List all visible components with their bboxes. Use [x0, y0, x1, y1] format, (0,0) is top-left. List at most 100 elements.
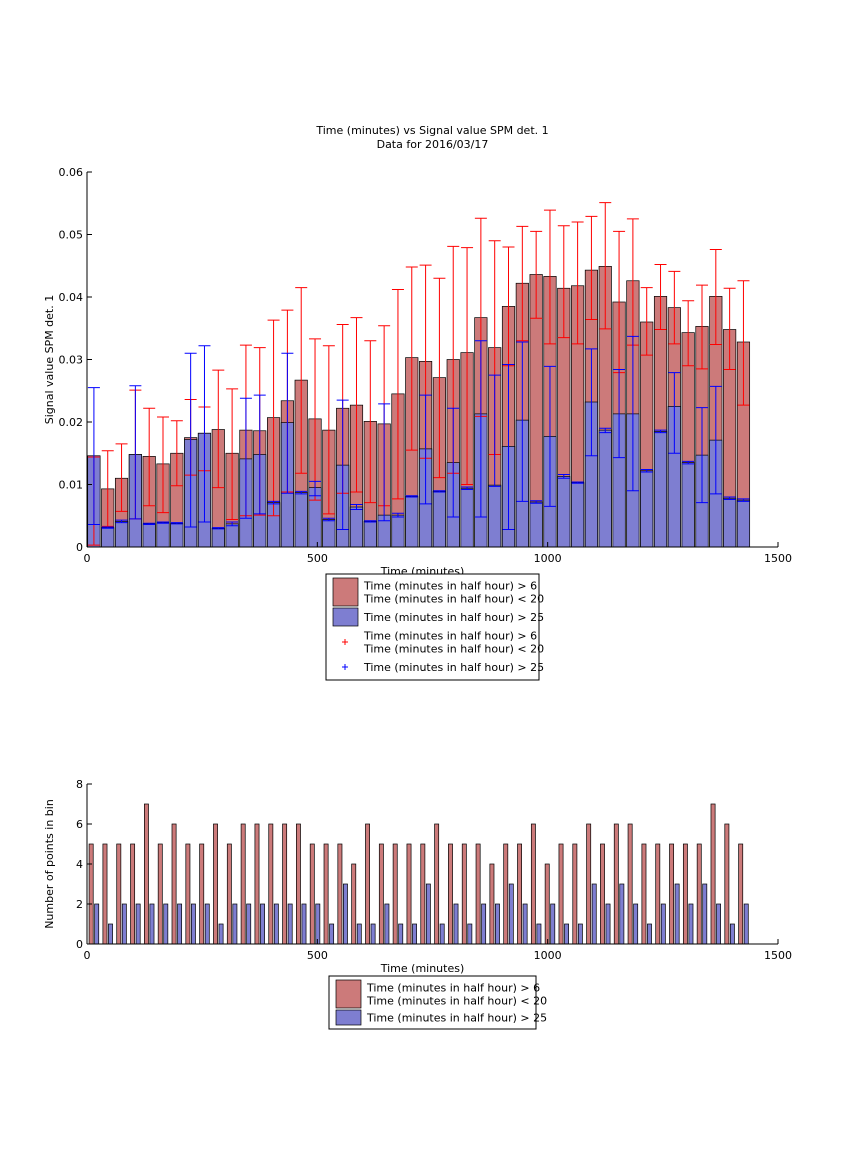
chart-2-bar-s2-31	[522, 903, 528, 945]
chart-1-errorbar-s2-32	[530, 500, 543, 504]
chart-1-errorbar-s2-34	[557, 474, 570, 479]
chart-2-bar-s1-20	[365, 823, 370, 945]
chart-1-bar-s2-35	[571, 482, 585, 548]
chart-2-bar-s2-29	[495, 903, 500, 945]
chart-1-errorbar-s1-36	[585, 215, 598, 320]
chart-1-legend-swatch-1	[332, 607, 359, 627]
chart-1-errorbar-s2-35	[571, 481, 584, 484]
chart-2-legend-swatch-0	[335, 979, 362, 1009]
chart-1-errorbar-s2-29	[488, 374, 501, 487]
chart-2-bar-s1-42	[669, 843, 675, 945]
chart-1-legend-box	[325, 573, 540, 681]
chart-2-bar-s2-23	[412, 923, 417, 945]
chart-2-legend-label-0-0: Time (minutes in half hour) > 6	[366, 982, 540, 995]
chart-2-bar-s2-33	[550, 903, 556, 945]
chart-2-bar-s2-30	[508, 883, 514, 945]
chart-2-bar-s1-35	[572, 843, 578, 945]
chart-1-errorbar-s2-7	[184, 352, 197, 528]
chart-1-errorbar-s2-42	[668, 372, 681, 454]
chart-2-y-tick-label-2: 4	[76, 858, 83, 871]
chart-2-bar-s2-38	[619, 883, 625, 945]
chart-1-errorbar-s1-42	[668, 270, 681, 345]
chart-1-errorbar-s2-28	[474, 340, 487, 518]
chart-1-bar-s2-17	[322, 519, 336, 548]
chart-2-bar-s2-15	[301, 903, 307, 945]
chart-2-bar-s1-18	[337, 843, 343, 945]
chart-2-bar-s1-25	[434, 823, 440, 945]
chart-1-errorbar-s2-40	[640, 469, 653, 473]
chart-2-bar-s2-44	[702, 883, 708, 945]
chart-1-legend-swatch-0	[332, 577, 359, 607]
chart-1-errorbar-s2-18	[336, 399, 349, 530]
chart-1-errorbar-s2-39	[626, 335, 639, 492]
chart-2-bar-s1-14	[282, 823, 288, 945]
chart-2-bar-s2-22	[398, 923, 404, 945]
chart-2-bar-s1-10	[226, 843, 232, 945]
chart-2-bar-s2-0	[94, 903, 100, 945]
chart-1-bar-s2-40	[640, 470, 654, 548]
chart-2-y-axis-label: Number of points in bin	[43, 799, 56, 929]
chart-1-errorbar-s2-15	[295, 490, 308, 495]
chart-2-bar-s1-11	[240, 823, 246, 945]
chart-1-bar-s2-25	[432, 491, 446, 548]
chart-2-bar-s2-25	[439, 923, 445, 945]
chart-1-bar-s2-46	[723, 497, 737, 548]
chart-2-bar-s2-1	[108, 923, 113, 945]
chart-2-bar-s2-3	[135, 903, 141, 945]
chart-1-bar-s2-22	[391, 514, 405, 548]
chart-1-errorbar-s1-19	[350, 317, 363, 493]
chart-2-bar-s1-38	[613, 823, 619, 945]
chart-1-errorbar-s1-10	[226, 388, 239, 520]
chart-2-bar-s2-21	[384, 903, 390, 945]
chart-1-errorbar-s1-44	[695, 284, 708, 370]
chart-1-errorbar-s1-27	[461, 247, 474, 485]
chart-2-bar-s1-8	[199, 843, 205, 945]
chart-1-y-tick-label-5: 0.05	[59, 229, 84, 242]
chart-2-bar-s1-32	[530, 823, 536, 945]
chart-1-errorbar-s1-6	[170, 420, 183, 487]
chart-1-bar-s2-10	[225, 523, 239, 548]
chart-2-bar-s1-47	[738, 843, 744, 945]
chart-2-bar-s1-41	[655, 843, 661, 945]
chart-1-errorbar-s1-1	[101, 450, 114, 527]
chart-1-legend-label-0-1: Time (minutes in half hour) < 20	[363, 593, 544, 606]
chart-1-bar-s2-32	[529, 501, 543, 548]
chart-1-errorbar-s2-1	[101, 526, 114, 529]
chart-2-bar-s2-10	[232, 903, 238, 945]
chart-1-legend-label-0-0: Time (minutes in half hour) > 6	[363, 580, 537, 593]
chart-2-y-tick-label-0: 0	[76, 938, 83, 951]
chart-1-y-tick-label-6: 0.06	[59, 166, 84, 179]
chart-2-bar-s1-12	[254, 823, 260, 945]
chart-1-legend-label-1-0: Time (minutes in half hour) > 25	[363, 611, 544, 624]
chart-2-bar-s1-44	[696, 843, 702, 945]
chart-1-bar-s2-47	[736, 499, 751, 548]
chart-2-bar-s2-16	[315, 903, 321, 945]
chart-2-legend-swatch-1	[335, 1009, 362, 1026]
chart-1-errorbar-s1-13	[267, 319, 280, 517]
chart-1-bar-s2-1	[101, 527, 115, 548]
chart-2-bar-s2-19	[356, 923, 362, 945]
chart-1-bar-s2-27	[460, 487, 474, 548]
chart-2-bar-s1-22	[392, 843, 398, 945]
chart-2-bar-s1-0	[88, 843, 94, 945]
chart-2-bar-s2-26	[453, 903, 459, 945]
chart-2-bar-s2-4	[149, 903, 155, 945]
chart-2-bar-s1-2	[116, 843, 122, 945]
chart-2-bar-s2-36	[591, 883, 597, 945]
chart-1-errorbar-s2-21	[378, 403, 391, 522]
chart-2-bar-s1-4	[144, 803, 149, 945]
chart-2-bar-s1-36	[586, 823, 592, 945]
chart-2-legend-label-1-0: Time (minutes in half hour) > 25	[366, 1012, 547, 1025]
chart-2-bar-s1-9	[213, 823, 218, 945]
chart-2-bar-s2-32	[536, 923, 542, 945]
chart-1-bar-s2-4	[142, 523, 156, 548]
chart-2-bar-s2-47	[743, 903, 749, 945]
chart-1-legend-label-3-0: Time (minutes in half hour) > 25	[363, 661, 544, 674]
chart-1-errorbar-s2-17	[322, 517, 335, 522]
chart-1-errorbar-s2-44	[695, 407, 708, 504]
chart-1-bar-s2-37	[598, 429, 612, 548]
chart-2-bar-s2-46	[729, 923, 735, 945]
chart-2-y-tick-label-4: 8	[76, 778, 83, 791]
chart-1-errorbar-s2-25	[433, 490, 446, 493]
